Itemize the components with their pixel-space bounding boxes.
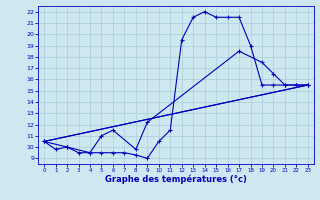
- X-axis label: Graphe des températures (°c): Graphe des températures (°c): [105, 175, 247, 184]
